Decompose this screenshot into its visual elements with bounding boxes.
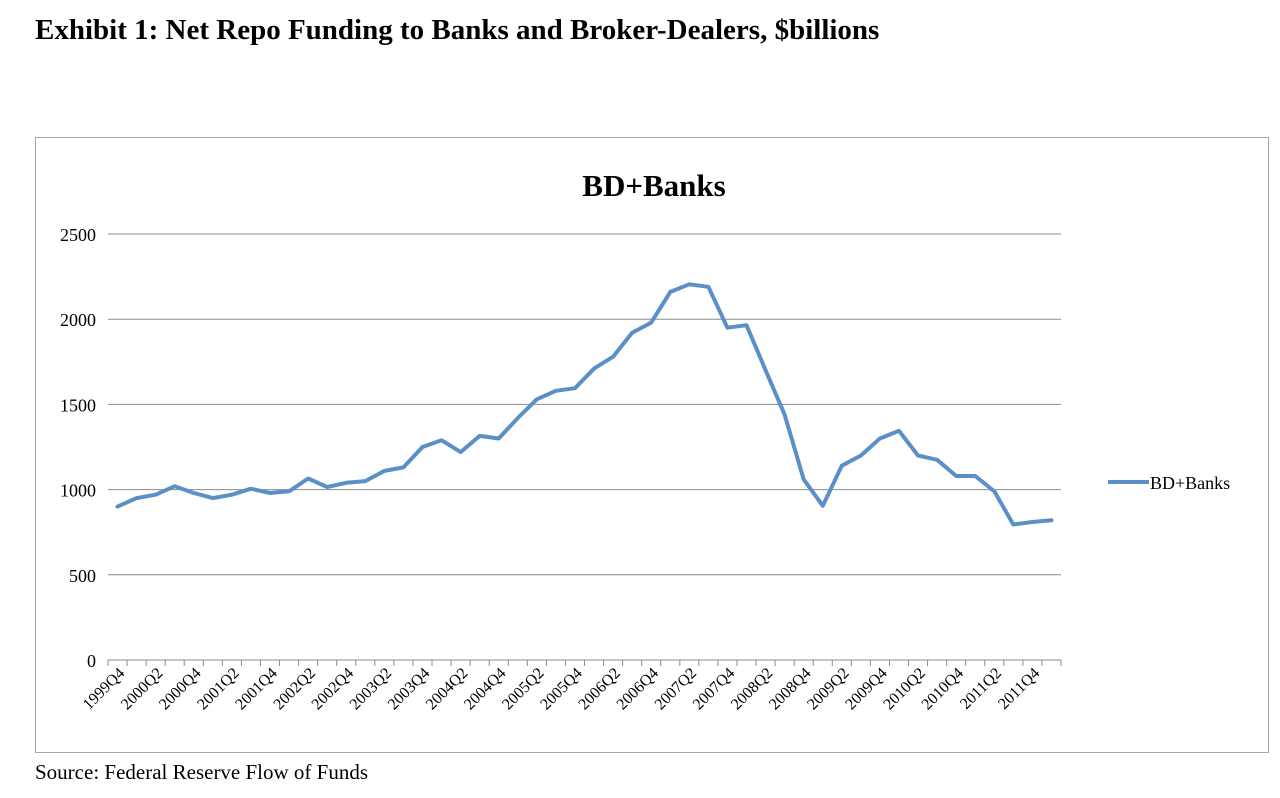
y-tick-label: 0 <box>87 651 96 671</box>
data-point <box>745 323 749 327</box>
data-point <box>897 429 901 433</box>
series-line-0 <box>115 282 1054 527</box>
gridlines <box>108 233 1061 576</box>
x-tick-label: 2000Q2 <box>118 665 166 713</box>
legend-label-bd-banks: BD+Banks <box>1150 473 1230 493</box>
x-tick-label: 1999Q4 <box>80 665 128 713</box>
x-tick-label: 2010Q2 <box>880 665 928 713</box>
data-point <box>821 504 825 508</box>
data-point <box>420 445 424 449</box>
x-tick-label: 2003Q4 <box>385 665 433 713</box>
data-point <box>249 487 253 491</box>
chart-title: BD+Banks <box>582 168 725 203</box>
data-point <box>516 416 520 420</box>
y-tick-label: 1500 <box>60 395 96 415</box>
data-point <box>668 290 672 294</box>
data-point <box>268 491 272 495</box>
data-point <box>173 484 177 488</box>
data-point <box>725 326 729 330</box>
exhibit-title: Exhibit 1: Net Repo Funding to Banks and… <box>35 14 880 46</box>
x-tick-label: 2008Q4 <box>766 665 814 713</box>
x-tick-label: 2004Q4 <box>461 665 509 713</box>
x-tick-label: 2006Q2 <box>575 665 623 713</box>
data-point <box>649 321 653 325</box>
data-point <box>116 505 120 509</box>
y-tick-label: 2500 <box>60 225 96 245</box>
data-point <box>211 496 215 500</box>
data-point <box>344 481 348 485</box>
data-point <box>687 282 691 286</box>
x-tick-label: 2005Q4 <box>537 665 585 713</box>
data-point <box>630 331 634 335</box>
data-point <box>1049 518 1053 522</box>
data-point <box>992 489 996 493</box>
data-point <box>382 469 386 473</box>
data-point <box>192 491 196 495</box>
x-tick-label: 2007Q2 <box>652 665 700 713</box>
x-tick-label: 2006Q4 <box>614 665 662 713</box>
x-tick-label: 2010Q4 <box>919 665 967 713</box>
x-axis: 1999Q42000Q22000Q42001Q22001Q42002Q22002… <box>80 659 1062 713</box>
data-point <box>935 458 939 462</box>
x-tick-label: 2011Q4 <box>995 665 1043 713</box>
x-tick-label: 2003Q2 <box>347 665 395 713</box>
data-point <box>1011 523 1015 527</box>
y-axis-ticks: 0 500 1000 1500 2000 2500 <box>60 225 96 671</box>
data-point <box>878 436 882 440</box>
data-point <box>1030 520 1034 524</box>
data-point <box>783 413 787 417</box>
series-layer <box>115 282 1054 527</box>
x-tick-label: 2004Q2 <box>423 665 471 713</box>
x-tick-label: 2001Q2 <box>194 665 242 713</box>
x-tick-label: 2007Q4 <box>690 665 738 713</box>
data-point <box>363 479 367 483</box>
x-tick-label: 2005Q2 <box>499 665 547 713</box>
data-point <box>916 454 920 458</box>
data-point <box>802 477 806 481</box>
y-tick-label: 2000 <box>60 310 96 330</box>
x-tick-label: 2002Q4 <box>309 665 357 713</box>
data-point <box>154 493 158 497</box>
data-point <box>306 477 310 481</box>
data-point <box>764 368 768 372</box>
legend: BD+Banks <box>1108 473 1230 493</box>
source-note: Source: Federal Reserve Flow of Funds <box>35 760 369 784</box>
x-tick-label: 2009Q4 <box>842 665 890 713</box>
data-point <box>135 496 139 500</box>
data-point <box>554 389 558 393</box>
data-point <box>535 397 539 401</box>
data-point <box>973 474 977 478</box>
x-tick-label: 2002Q2 <box>270 665 318 713</box>
data-point <box>401 465 405 469</box>
data-point <box>230 493 234 497</box>
data-point <box>325 485 329 489</box>
data-point <box>497 436 501 440</box>
data-point <box>840 464 844 468</box>
data-point <box>954 474 958 478</box>
x-tick-label: 2001Q4 <box>232 665 280 713</box>
y-tick-label: 500 <box>69 566 96 586</box>
x-tick-label: 2009Q2 <box>804 665 852 713</box>
data-point <box>440 438 444 442</box>
data-point <box>459 450 463 454</box>
y-tick-label: 1000 <box>60 481 96 501</box>
data-point <box>287 489 291 493</box>
x-tick-label: 2011Q2 <box>957 665 1005 713</box>
data-point <box>592 367 596 371</box>
data-point <box>611 355 615 359</box>
data-point <box>706 285 710 289</box>
x-tick-label: 2000Q4 <box>156 665 204 713</box>
data-point <box>859 454 863 458</box>
data-point <box>573 386 577 390</box>
data-point <box>478 434 482 438</box>
x-tick-label: 2008Q2 <box>728 665 776 713</box>
chart-frame: BD+Banks 0 500 1000 1500 2000 2500 1999Q4 2000… <box>35 137 1269 753</box>
